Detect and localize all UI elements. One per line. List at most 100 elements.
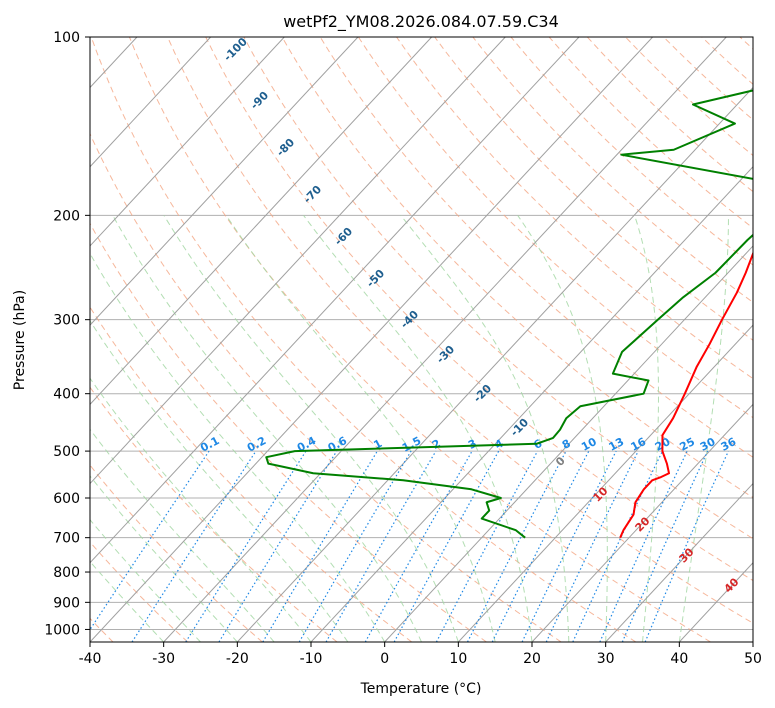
dry-adiabat-line (243, 37, 753, 540)
mixing-ratio-line (545, 450, 639, 642)
isotherm-line (163, 37, 727, 642)
dewpoint-line (265, 89, 753, 539)
dry-adiabat-line (90, 541, 189, 642)
mixing-ratio-label: 25 (677, 435, 697, 454)
mixing-ratio-label: 0.2 (245, 434, 268, 455)
mixing-ratio-label: 13 (607, 435, 627, 454)
x-tick-label: 10 (449, 651, 467, 667)
temperature-line (619, 250, 753, 539)
mixing-ratio-label: 36 (719, 435, 739, 454)
data-series (265, 89, 753, 539)
x-tick-label: 30 (597, 651, 615, 667)
plot-frame (89, 36, 754, 643)
moist-adiabat-line (400, 215, 570, 642)
dry-adiabat-line (625, 37, 753, 157)
mixing-ratio-line (621, 450, 709, 642)
mixing-ratio-label: 16 (629, 435, 649, 454)
dry-adiabat-line (319, 37, 753, 458)
moist-adiabat-line (225, 215, 496, 642)
dry-adiabat-line (167, 37, 753, 624)
moist-adiabat-line (90, 560, 165, 642)
isotherm-line (531, 403, 753, 642)
isotherm-label: -30 (434, 343, 457, 366)
isotherm-label: -40 (398, 308, 421, 331)
adiabat-label: 0 (553, 454, 568, 469)
moist-adiabat-line (303, 215, 533, 642)
line-labels: 0.1 0.2 0.4 0.6 1 1.5 2 3 4 6 8 10 13 16 20 25 30 36-100-… (198, 35, 742, 596)
dry-adiabat-line (586, 37, 753, 193)
dry-adiabat-line (90, 37, 637, 642)
x-tick-label: 40 (670, 651, 688, 667)
dry-adiabat-line (128, 37, 711, 642)
moist-adiabat-line (163, 215, 459, 642)
dry-adiabat-line (281, 37, 753, 499)
isotherm-label: -100 (221, 35, 250, 64)
mixing-ratio-line (364, 450, 473, 642)
x-tick-label: 20 (523, 651, 541, 667)
dry-adiabat-line (90, 386, 338, 642)
mixing-ratio-label: 1.5 (400, 434, 423, 455)
mixing-ratio-label: 10 (579, 435, 599, 454)
dry-adiabat-line (90, 464, 263, 642)
mixing-ratio-line (572, 450, 664, 642)
moist-adiabat-line (90, 475, 238, 642)
mixing-ratio-line (131, 450, 257, 642)
moist-adiabat-line (678, 215, 729, 642)
isotherm-line (605, 482, 753, 642)
y-tick-label: 900 (53, 595, 80, 611)
isotherm-line (90, 37, 433, 406)
isotherm-label: -50 (364, 267, 387, 290)
x-tick-label: -30 (152, 651, 175, 667)
isotherm-line (457, 324, 753, 642)
y-tick-label: 500 (53, 444, 80, 460)
isotherm-line (90, 37, 212, 168)
chart-title: wetPf2_YM08.2026.084.07.59.C34 (283, 12, 559, 32)
isotherm-line (90, 37, 285, 247)
mixing-ratio-line (644, 450, 729, 642)
isotherm-line (310, 165, 753, 642)
isotherm-line (384, 245, 753, 642)
isotherm-line (90, 37, 359, 326)
dry-adiabat-line (548, 37, 753, 229)
dry-adiabat-line (510, 37, 753, 266)
y-tick-label: 800 (53, 565, 80, 581)
x-axis-label: Temperature (°C) (360, 681, 482, 697)
moist-adiabat-line (90, 252, 386, 642)
dry-adiabat-line (472, 37, 753, 303)
x-tick-label: -20 (226, 651, 249, 667)
dry-adiabat-line (434, 37, 753, 341)
y-axis-label: Pressure (hPa) (12, 290, 28, 390)
x-tick-label: 0 (380, 651, 389, 667)
isotherm-line (90, 37, 506, 485)
dry-adiabat-line (205, 37, 753, 582)
isotherm-line (752, 641, 753, 642)
moist-adiabat-line (90, 428, 275, 642)
moist-adiabat-line (90, 319, 349, 642)
y-tick-label: 200 (53, 208, 80, 224)
moist-adiabat-line (90, 377, 312, 642)
isotherm-line (0, 37, 63, 642)
isotherm-line (90, 37, 654, 642)
dry-adiabat-line (90, 306, 413, 642)
moist-adiabat-line (90, 518, 201, 642)
dry-adiabat-line (90, 222, 487, 642)
dry-adiabat-line (396, 37, 753, 380)
y-tick-label: 600 (53, 491, 80, 507)
dry-adiabat-line (739, 37, 753, 50)
isotherm-line (90, 37, 580, 564)
isotherm-label: -80 (274, 136, 297, 159)
isotherm-label: -90 (248, 89, 271, 112)
mixing-ratio-label: 8 (560, 437, 573, 452)
mixing-ratio-line (599, 450, 688, 642)
isotherm-label: -20 (471, 382, 494, 405)
adiabat-label: 10 (591, 484, 611, 504)
background-lines (0, 37, 753, 642)
mixing-ratio-line (185, 450, 307, 642)
y-tick-label: 1000 (44, 622, 80, 638)
mixing-ratio-line (218, 450, 338, 642)
axes: -40 -30 -20 -10 0 10 20 30 40 5010020030040050060… (44, 30, 762, 667)
dry-adiabat-line (357, 37, 753, 419)
y-tick-label: 700 (53, 531, 80, 547)
isotherm-label: -70 (301, 183, 324, 206)
x-tick-label: 50 (744, 651, 762, 667)
